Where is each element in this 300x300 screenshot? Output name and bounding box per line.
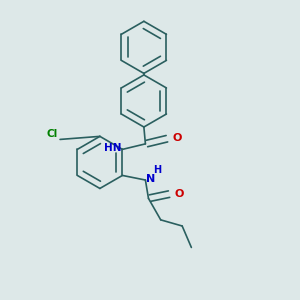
Text: HN: HN: [104, 143, 122, 154]
Text: H: H: [153, 165, 161, 176]
Text: Cl: Cl: [46, 128, 58, 139]
Text: O: O: [172, 134, 182, 143]
Text: O: O: [174, 189, 184, 199]
Text: N: N: [146, 174, 155, 184]
